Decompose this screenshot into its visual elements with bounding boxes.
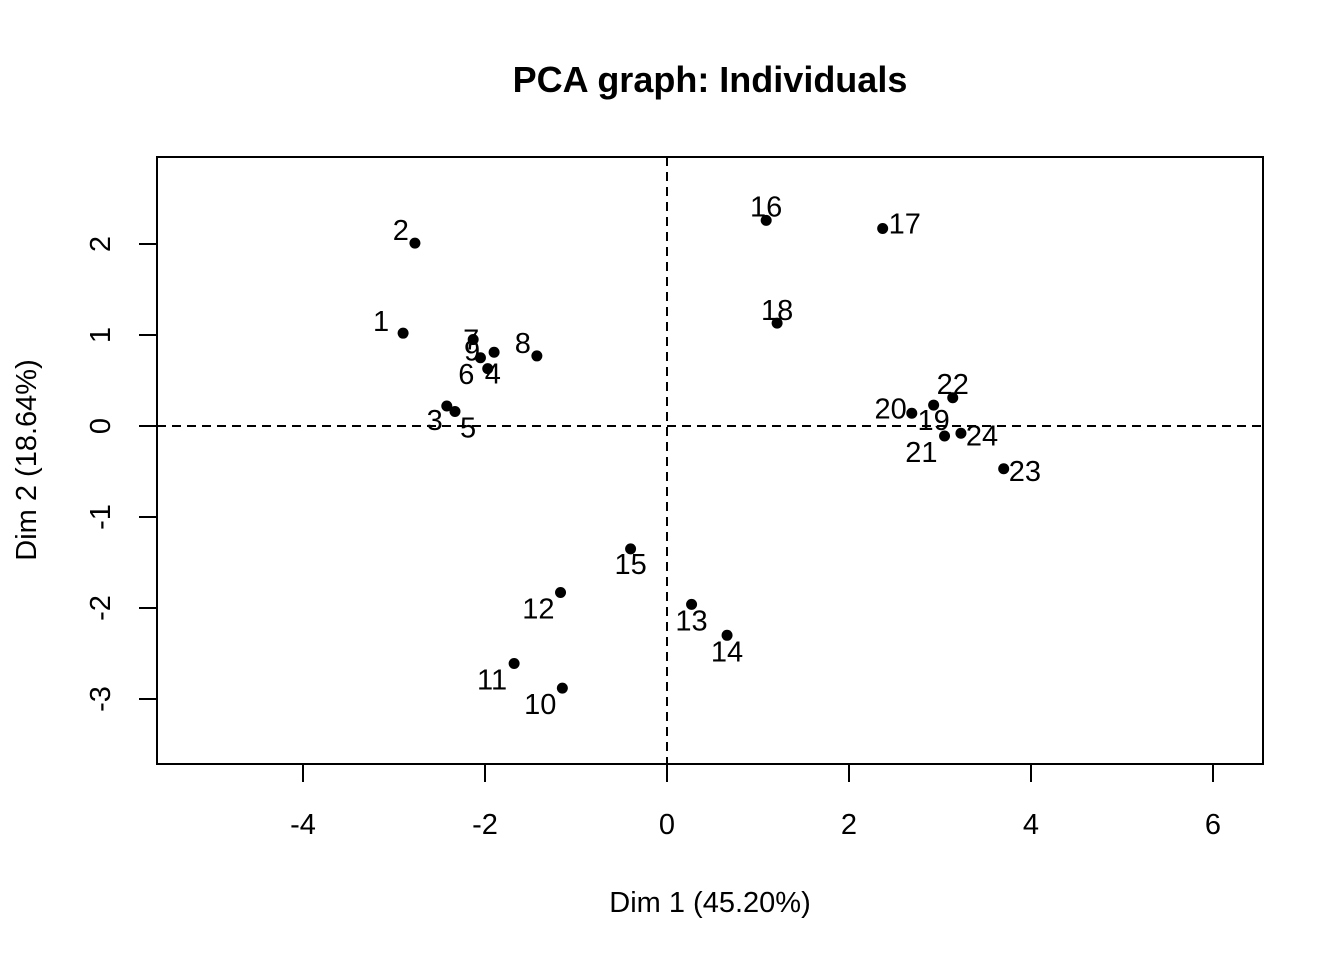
x-tick-label: 2 [841, 809, 857, 841]
x-tick-label: 0 [659, 809, 675, 841]
y-tick-label: 2 [85, 236, 117, 252]
data-points [397, 214, 1010, 694]
data-point [955, 427, 967, 439]
point-label: 20 [875, 393, 907, 425]
y-axis-label: Dim 2 (18.64%) [11, 359, 43, 560]
data-point [449, 405, 461, 417]
data-point [760, 214, 772, 226]
point-label: 16 [750, 191, 782, 223]
point-label: 6 [458, 359, 474, 391]
data-point [947, 392, 959, 404]
y-axis: -3 -2 -1 0 1 2 [85, 236, 158, 712]
data-point [482, 363, 494, 375]
x-axis: -4 -2 0 2 4 6 [290, 763, 1221, 841]
reference-lines [157, 157, 1263, 764]
data-point [474, 352, 486, 364]
data-point [409, 237, 421, 249]
data-point [906, 407, 918, 419]
point-label: 13 [675, 605, 707, 637]
point-label: 19 [917, 405, 949, 437]
data-point [721, 629, 733, 641]
point-label: 22 [937, 369, 969, 401]
data-point [488, 346, 500, 358]
x-tick-label: -2 [472, 809, 498, 841]
point-label: 3 [427, 405, 443, 437]
point-label: 7 [463, 325, 479, 357]
point-label: 10 [524, 689, 556, 721]
point-label: 8 [515, 328, 531, 360]
data-point [441, 400, 453, 412]
point-label: 11 [477, 665, 507, 697]
point-label: 21 [905, 437, 937, 469]
point-label: 12 [522, 594, 554, 626]
x-tick-label: -4 [290, 809, 316, 841]
point-label: 24 [966, 420, 998, 452]
plot-frame [156, 156, 1264, 765]
data-point [928, 399, 940, 411]
point-label: 14 [711, 636, 743, 668]
y-tick-label: -2 [85, 595, 117, 621]
data-point [686, 598, 698, 610]
data-point [397, 327, 409, 339]
y-tick-label: 1 [85, 327, 117, 343]
point-label: 17 [889, 209, 921, 241]
data-point [467, 334, 479, 346]
data-point [998, 463, 1010, 475]
y-tick-label: -1 [85, 504, 117, 530]
data-point [531, 350, 543, 362]
x-tick-label: 6 [1205, 809, 1221, 841]
point-label: 5 [460, 412, 476, 444]
data-point [771, 317, 783, 329]
y-tick-label: -3 [85, 686, 117, 712]
point-label: 9 [464, 335, 480, 367]
x-tick-label: 4 [1023, 809, 1039, 841]
data-point [939, 430, 951, 442]
data-point [555, 587, 567, 599]
point-label: 1 [373, 306, 389, 338]
data-point [877, 223, 889, 235]
x-axis-label: Dim 1 (45.20%) [609, 887, 810, 919]
point-label: 2 [393, 215, 409, 247]
point-label: 23 [1009, 456, 1041, 488]
point-label: 18 [761, 295, 793, 327]
data-point [625, 543, 637, 555]
point-label: 15 [614, 549, 646, 581]
data-point [508, 658, 520, 670]
point-label: 4 [485, 359, 501, 391]
chart-title: PCA graph: Individuals [513, 59, 908, 100]
y-tick-label: 0 [85, 418, 117, 434]
data-point [556, 682, 568, 694]
